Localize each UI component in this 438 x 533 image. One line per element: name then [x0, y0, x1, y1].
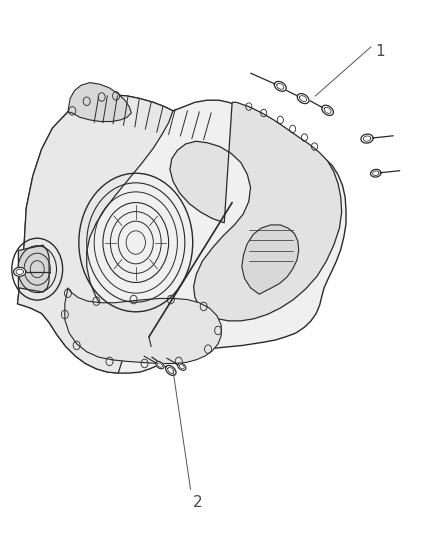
- Polygon shape: [275, 82, 286, 91]
- Polygon shape: [178, 363, 186, 370]
- Polygon shape: [170, 102, 342, 321]
- Polygon shape: [322, 105, 333, 116]
- Polygon shape: [297, 94, 309, 103]
- Polygon shape: [14, 268, 26, 276]
- Polygon shape: [156, 361, 164, 369]
- Polygon shape: [65, 288, 221, 364]
- Text: 2: 2: [193, 495, 202, 510]
- Polygon shape: [371, 169, 381, 177]
- Polygon shape: [18, 95, 346, 373]
- Polygon shape: [361, 134, 373, 143]
- Text: 1: 1: [376, 44, 385, 59]
- Polygon shape: [18, 95, 173, 373]
- Polygon shape: [242, 225, 299, 294]
- Polygon shape: [166, 366, 176, 375]
- Polygon shape: [18, 245, 49, 292]
- Polygon shape: [68, 83, 131, 122]
